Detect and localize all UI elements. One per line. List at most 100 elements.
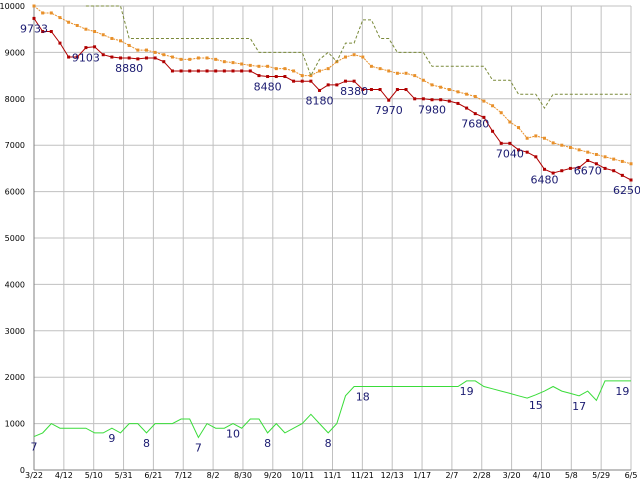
data-point-1 <box>257 64 261 68</box>
data-point-1 <box>49 11 53 15</box>
data-point-0 <box>430 98 434 102</box>
data-point-1 <box>93 30 97 34</box>
data-label: 8380 <box>340 85 368 98</box>
data-label: 18 <box>356 390 370 403</box>
x-tick-label: 3/20 <box>503 471 521 480</box>
data-point-1 <box>58 16 62 20</box>
data-point-1 <box>343 55 347 59</box>
x-tick-label: 5/10 <box>85 471 103 480</box>
data-point-1 <box>170 55 174 59</box>
data-point-1 <box>395 71 399 75</box>
data-point-1 <box>222 60 226 64</box>
data-point-1 <box>499 111 503 115</box>
series-line-0 <box>33 18 632 181</box>
data-point-1 <box>542 136 546 140</box>
data-point-0 <box>560 169 564 173</box>
data-point-0 <box>352 79 356 83</box>
data-label: 6670 <box>574 165 602 178</box>
data-point-0 <box>188 69 192 73</box>
data-label: 8180 <box>306 94 334 107</box>
data-point-0 <box>110 55 114 59</box>
data-point-0 <box>491 129 495 133</box>
x-tick-label: 4/10 <box>532 471 550 480</box>
data-label: 19 <box>615 385 629 398</box>
data-point-0 <box>404 88 408 92</box>
data-point-1 <box>473 94 477 98</box>
data-point-0 <box>179 69 183 73</box>
data-point-0 <box>93 45 97 49</box>
x-tick-label: 2/7 <box>445 471 458 480</box>
data-point-0 <box>421 97 425 101</box>
data-point-0 <box>577 165 581 169</box>
data-point-1 <box>110 36 114 40</box>
y-tick-label: 6000 <box>5 188 25 197</box>
x-tick-label: 12/13 <box>381 471 404 480</box>
y-tick-label: 4000 <box>5 280 25 289</box>
data-point-1 <box>517 126 521 130</box>
data-point-1 <box>309 74 313 78</box>
data-point-0 <box>101 53 105 57</box>
data-point-1 <box>629 162 633 166</box>
data-point-0 <box>326 83 330 87</box>
data-point-1 <box>352 53 356 57</box>
data-point-1 <box>421 78 425 82</box>
data-point-0 <box>144 56 148 60</box>
data-point-0 <box>482 115 486 119</box>
y-tick-label: 1000 <box>5 420 25 429</box>
data-point-1 <box>179 57 183 61</box>
data-point-0 <box>292 79 296 83</box>
data-point-0 <box>170 69 174 73</box>
data-point-1 <box>136 48 140 52</box>
y-tick-label: 10000 <box>0 2 25 11</box>
data-point-1 <box>119 39 123 43</box>
data-label: 7970 <box>375 104 403 117</box>
data-point-0 <box>603 166 607 170</box>
data-point-1 <box>560 143 564 147</box>
data-point-1 <box>188 57 192 61</box>
data-point-0 <box>136 57 140 61</box>
x-tick-label: 8/30 <box>234 471 252 480</box>
x-tick-label: 2/28 <box>473 471 491 480</box>
data-point-0 <box>84 46 88 50</box>
data-point-1 <box>620 159 624 163</box>
data-point-0 <box>67 55 71 59</box>
data-labels: 9733 9103 8880 8480 8180 8380 7970 7980 7680 7040… <box>20 22 640 454</box>
data-label: 6480 <box>530 173 558 186</box>
data-label: 8880 <box>115 62 143 75</box>
x-tick-label: 6/5 <box>625 471 638 480</box>
data-point-0 <box>335 83 339 87</box>
data-point-0 <box>196 69 200 73</box>
data-point-1 <box>594 152 598 156</box>
data-point-0 <box>465 106 469 110</box>
data-point-1 <box>491 104 495 108</box>
data-point-1 <box>41 11 45 15</box>
data-point-1 <box>32 4 36 8</box>
data-point-0 <box>162 60 166 64</box>
data-label: 8 <box>143 437 150 450</box>
data-point-1 <box>144 48 148 52</box>
data-point-1 <box>75 23 79 27</box>
x-tick-label: 10/11 <box>291 471 314 480</box>
data-point-1 <box>266 64 270 68</box>
data-point-0 <box>568 166 572 170</box>
data-point-1 <box>240 62 244 66</box>
data-point-1 <box>456 90 460 94</box>
data-point-0 <box>473 112 477 116</box>
data-label: 8 <box>325 437 332 450</box>
data-point-0 <box>517 148 521 152</box>
data-point-1 <box>326 67 330 71</box>
data-point-1 <box>465 92 469 96</box>
x-tick-label: 1/17 <box>413 471 431 480</box>
x-tick-label: 11/1 <box>324 471 342 480</box>
data-label: 19 <box>460 385 474 398</box>
data-label: 9103 <box>72 52 100 65</box>
data-point-1 <box>430 83 434 87</box>
data-point-1 <box>369 64 373 68</box>
data-point-0 <box>205 69 209 73</box>
data-point-1 <box>127 43 131 47</box>
data-point-1 <box>248 63 252 67</box>
data-label: 7680 <box>461 118 489 131</box>
data-point-1 <box>196 56 200 60</box>
